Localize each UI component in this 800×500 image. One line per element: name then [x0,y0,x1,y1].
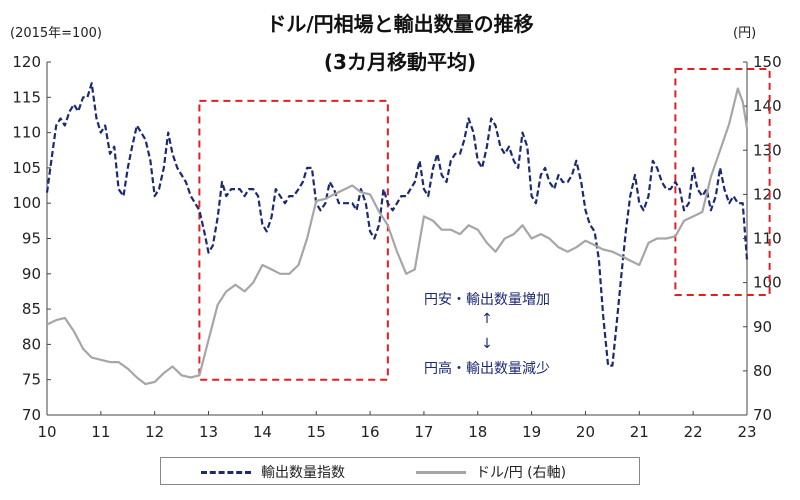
right-tick-label: 70 [753,406,772,424]
right-tick-label: 120 [753,185,782,203]
right-tick-label: 150 [753,53,782,71]
highlight-box-1 [198,99,389,381]
legend-item-usdjpy: ドル/円 (右軸) [416,462,566,482]
series-usdjpy-line [46,87,749,386]
right-tick-label: 80 [753,362,772,380]
left-tick-label: 120 [12,53,41,71]
annotation-yen-weak: 円安・輸出数量増加 [424,292,550,308]
left-axis-unit: (2015年=100) [10,26,102,41]
chart-legend: 輸出数量指数 ドル/円 (右軸) [160,457,640,485]
x-tick-label: 13 [199,423,218,441]
x-tick-label: 23 [737,423,756,441]
chart-title: ドル/円相場と輸出数量の推移 [266,12,534,36]
left-tick-label: 115 [12,88,41,106]
chart-subtitle: (3カ月移動平均) [323,50,477,74]
left-tick-label: 110 [12,124,41,142]
left-tick-label: 75 [22,371,41,389]
right-tick-label: 100 [753,274,782,292]
legend-label-export-index: 輸出数量指数 [261,465,345,481]
left-tick-label: 95 [22,230,41,248]
x-tick-label: 12 [145,423,164,441]
right-tick-label: 130 [753,141,782,159]
x-tick-label: 11 [91,423,110,441]
x-tick-label: 14 [253,423,272,441]
legend-swatch-dashed [201,470,251,474]
left-tick-label: 90 [22,265,41,283]
right-tick-label: 90 [753,318,772,336]
up-arrow-icon: ↑ [481,311,493,327]
x-tick-label: 10 [37,423,56,441]
legend-item-export-index: 輸出数量指数 [201,462,345,482]
left-tick-label: 105 [12,159,41,177]
series-export-index-line [45,82,749,367]
x-tick-label: 20 [576,423,595,441]
left-tick-label: 70 [22,406,41,424]
left-tick-label: 85 [22,300,41,318]
x-tick-label: 22 [684,423,703,441]
x-tick-label: 16 [361,423,380,441]
left-tick-label: 80 [22,335,41,353]
legend-swatch-solid [416,470,466,474]
highlight-box-2 [674,68,771,296]
x-tick-label: 17 [414,423,433,441]
right-tick-label: 110 [753,230,782,248]
down-arrow-icon: ↓ [481,336,493,352]
annotation-yen-strong: 円高・輸出数量減少 [424,361,550,377]
legend-label-usdjpy: ドル/円 (右軸) [476,465,567,481]
right-tick-label: 140 [753,97,782,115]
x-tick-label: 19 [522,423,541,441]
right-axis-unit: (円) [733,26,757,41]
x-tick-label: 18 [468,423,487,441]
x-tick-label: 15 [307,423,326,441]
x-tick-label: 21 [630,423,649,441]
left-tick-label: 100 [12,194,41,212]
